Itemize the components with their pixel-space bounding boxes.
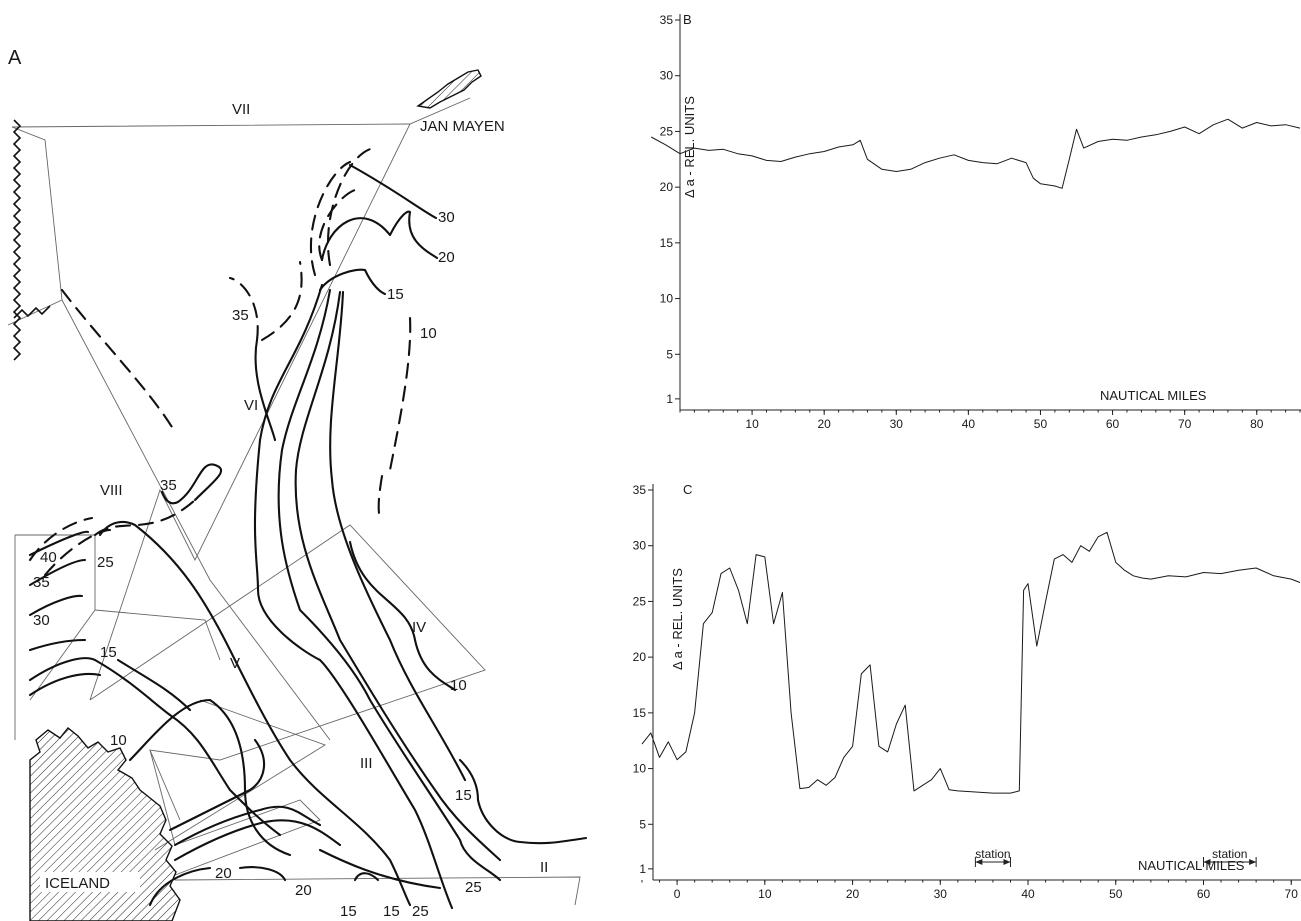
y-tick-label: 10 — [633, 762, 647, 776]
x-tick-label: 20 — [846, 887, 860, 901]
isoline-label: 15 — [100, 644, 117, 661]
isolines-dashed — [28, 146, 412, 577]
y-tick-label: 15 — [633, 706, 647, 720]
x-tick-label: 10 — [758, 887, 772, 901]
jan-mayen-label: JAN MAYEN — [420, 118, 505, 135]
x-tick-label: 40 — [1021, 887, 1035, 901]
x-tick-label: 40 — [962, 417, 976, 431]
isoline-label: 15 — [387, 286, 404, 303]
station-label: station — [975, 847, 1010, 861]
section-label: VII — [232, 101, 250, 118]
isoline-label: 15 — [455, 787, 472, 804]
y-tick-label: 5 — [639, 817, 646, 831]
isoline-label: 40 — [40, 549, 57, 566]
isoline-label: 15 — [340, 903, 357, 920]
x-tick-label: 70 — [1285, 887, 1299, 901]
x-tick-label: 10 — [745, 417, 759, 431]
y-tick-label: 30 — [660, 69, 674, 83]
y-tick-label: 15 — [660, 236, 674, 250]
isoline-label: 35 — [160, 477, 177, 494]
y-tick-label: 1 — [639, 862, 646, 876]
station-label: station — [1212, 847, 1247, 861]
y-tick-label: 20 — [660, 180, 674, 194]
section-label: III — [360, 755, 373, 772]
y-tick-label: 5 — [666, 347, 673, 361]
chart-b: B Δ a - REL. UNITS NAUTICAL MILES 35 30 25… — [650, 12, 1301, 431]
y-tick-label: 35 — [660, 13, 674, 27]
isoline-label: 25 — [97, 554, 114, 571]
isoline-label: 25 — [412, 903, 429, 920]
chart-b-ylabel: Δ a - REL. UNITS — [682, 96, 697, 198]
section-label: VIII — [100, 482, 123, 499]
map-panel-letter: A — [8, 47, 22, 69]
iceland-label: ICELAND — [45, 875, 110, 892]
map-panel: A JAN MAYEN ICELAND — [7, 47, 588, 921]
chart-c-axes — [652, 484, 1301, 881]
x-tick-label: 50 — [1034, 417, 1048, 431]
isoline-label: 35 — [232, 307, 249, 324]
x-tick-label: 70 — [1178, 417, 1192, 431]
section-label: IV — [412, 619, 426, 636]
isoline-labels: 30 20 15 35 10 35 40 35 25 30 15 10 10 1… — [33, 209, 482, 920]
isoline-label: 30 — [33, 612, 50, 629]
y-tick-label: 25 — [660, 124, 674, 138]
section-label: II — [540, 859, 548, 876]
x-tick-label: 60 — [1197, 887, 1211, 901]
isoline-label: 25 — [465, 879, 482, 896]
series-line — [650, 118, 1301, 189]
x-tick-label: 60 — [1106, 417, 1120, 431]
greenland-coast — [12, 119, 51, 361]
isoline-label: 20 — [295, 882, 312, 899]
station-marker: station — [1202, 847, 1257, 867]
jan-mayen-island — [416, 69, 482, 109]
y-tick-label: 10 — [660, 292, 674, 306]
section-labels: VII VI VIII V IV III II — [100, 101, 548, 876]
isoline-label: 20 — [438, 249, 455, 266]
x-tick-label: 0 — [674, 887, 681, 901]
chart-b-panel-letter: B — [683, 12, 692, 27]
y-tick-label: 20 — [633, 650, 647, 664]
y-tick-label: 25 — [633, 594, 647, 608]
chart-b-ticks: 35 30 25 20 15 10 5 1 10 20 30 40 50 60 70 80 — [660, 13, 1301, 431]
station-marker: station — [974, 847, 1011, 867]
x-tick-label: 50 — [1109, 887, 1123, 901]
isoline-label: 10 — [110, 732, 127, 749]
isoline-label: 10 — [450, 677, 467, 694]
isolines-solid — [28, 163, 588, 910]
isoline-label: 35 — [33, 574, 50, 591]
series-line — [641, 531, 1301, 794]
x-tick-label: 30 — [934, 887, 948, 901]
chart-b-xlabel: NAUTICAL MILES — [1100, 388, 1207, 403]
isoline-label: 30 — [438, 209, 455, 226]
section-label: V — [230, 655, 240, 672]
section-label: VI — [244, 397, 258, 414]
chart-c: C Δ a - REL. UNITS NAUTICAL MILES 353025… — [633, 482, 1301, 901]
chart-c-panel-letter: C — [683, 482, 692, 497]
y-tick-label: 30 — [633, 539, 647, 553]
isoline-label: 15 — [383, 903, 400, 920]
y-tick-label: 1 — [666, 392, 673, 406]
x-tick-label: 30 — [890, 417, 904, 431]
isoline-label: 10 — [420, 325, 437, 342]
y-tick-label: 35 — [633, 483, 647, 497]
x-tick-label: 20 — [818, 417, 832, 431]
chart-b-axes — [679, 14, 1301, 411]
x-tick-label: 80 — [1250, 417, 1264, 431]
isoline-label: 20 — [215, 865, 232, 882]
chart-c-ylabel: Δ a - REL. UNITS — [670, 568, 685, 670]
